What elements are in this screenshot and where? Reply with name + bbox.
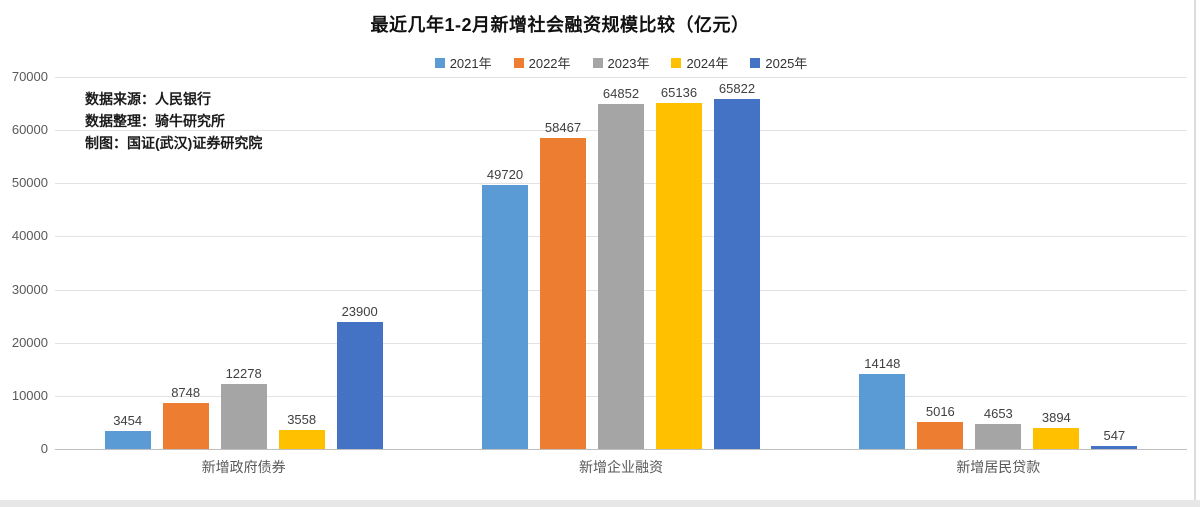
x-category-label: 新增居民贷款	[956, 459, 1041, 475]
legend-label: 2021年	[449, 56, 492, 71]
legend-label: 2022年	[528, 56, 571, 71]
bar: 12278	[220, 366, 267, 449]
bar-value-label: 14148	[864, 356, 901, 371]
y-tick-label: 10000	[11, 387, 48, 403]
y-tick-label: 0	[40, 441, 48, 456]
y-tick-label: 70000	[11, 69, 48, 84]
bar-value-label: 3894	[1041, 410, 1071, 425]
bar-value-label: 23900	[341, 304, 378, 319]
y-tick-label: 50000	[11, 175, 48, 191]
y-tick-label: 30000	[11, 281, 48, 297]
legend-label: 2024年	[686, 56, 729, 71]
legend-item: 2024年	[671, 53, 728, 72]
annotation-line-source: 数据来源：人民银行	[85, 91, 211, 107]
bar: 3558	[278, 412, 325, 449]
bar-value-label: 64852	[602, 86, 640, 101]
chart-legend: 2021年 2022年 2023年 2024年 2025年	[55, 53, 1187, 72]
legend-item: 2021年	[434, 53, 492, 72]
legend-item: 2023年	[592, 53, 650, 72]
legend-item: 2025年	[750, 53, 807, 72]
bar-value-label: 12278	[225, 366, 262, 381]
bar-value-label: 65822	[718, 81, 756, 96]
bar: 3894	[1033, 410, 1080, 449]
bar: 5016	[917, 404, 964, 449]
chart-title: 最近几年1-2月新增社会融资规模比较（亿元）	[370, 15, 750, 35]
gridline	[55, 77, 1187, 78]
legend-swatch-icon	[513, 57, 524, 68]
bar: 3454	[104, 413, 151, 449]
bar-value-label: 8748	[171, 385, 201, 400]
bar: 23900	[336, 304, 383, 449]
bar-group: 14148 5016 4653 3894 547	[859, 356, 1138, 449]
bar: 547	[1091, 428, 1138, 449]
bar-group: 49720 58467 64852 65136 65822	[482, 81, 760, 449]
y-tick-label: 40000	[11, 228, 48, 244]
bar: 58467	[540, 120, 586, 449]
source-annotation: 数据来源：人民银行 数据整理：骑牛研究所 制图：国证(武汉)证券研究院	[85, 88, 262, 154]
x-category-label: 新增政府债券	[201, 459, 286, 475]
bar: 49720	[482, 167, 528, 449]
legend-swatch-icon	[434, 57, 445, 68]
bar-group: 3454 8748 12278 3558 23900	[104, 304, 383, 449]
legend-swatch-icon	[592, 57, 603, 68]
legend-swatch-icon	[750, 57, 761, 68]
bar: 65136	[656, 85, 702, 449]
bar-value-label: 49720	[486, 167, 524, 182]
annotation-line-credit: 制图：国证(武汉)证券研究院	[85, 135, 263, 151]
bar: 65822	[714, 81, 760, 449]
legend-label: 2023年	[607, 56, 650, 71]
bar-value-label: 65136	[660, 85, 698, 100]
x-category-label: 新增企业融资	[578, 459, 663, 475]
bar: 64852	[598, 86, 644, 449]
gridline	[55, 449, 1187, 450]
legend-label: 2025年	[765, 56, 808, 71]
legend-item: 2022年	[513, 53, 571, 72]
screenshot-bottom-edge	[0, 500, 1200, 507]
y-tick-label: 60000	[11, 122, 48, 138]
y-tick-label: 20000	[11, 334, 48, 350]
bar: 14148	[859, 356, 906, 449]
bar-value-label: 3558	[287, 412, 317, 427]
bar-value-label: 547	[1103, 428, 1126, 443]
bar-value-label: 4653	[983, 406, 1013, 421]
bar: 4653	[975, 406, 1022, 449]
bar-value-label: 5016	[925, 404, 955, 419]
bar: 8748	[162, 385, 209, 449]
screenshot-right-edge	[1194, 0, 1196, 501]
bar-value-label: 58467	[544, 120, 582, 135]
legend-swatch-icon	[671, 57, 682, 68]
bar-value-label: 3454	[113, 413, 143, 428]
annotation-line-compiler: 数据整理：骑牛研究所	[85, 113, 225, 129]
